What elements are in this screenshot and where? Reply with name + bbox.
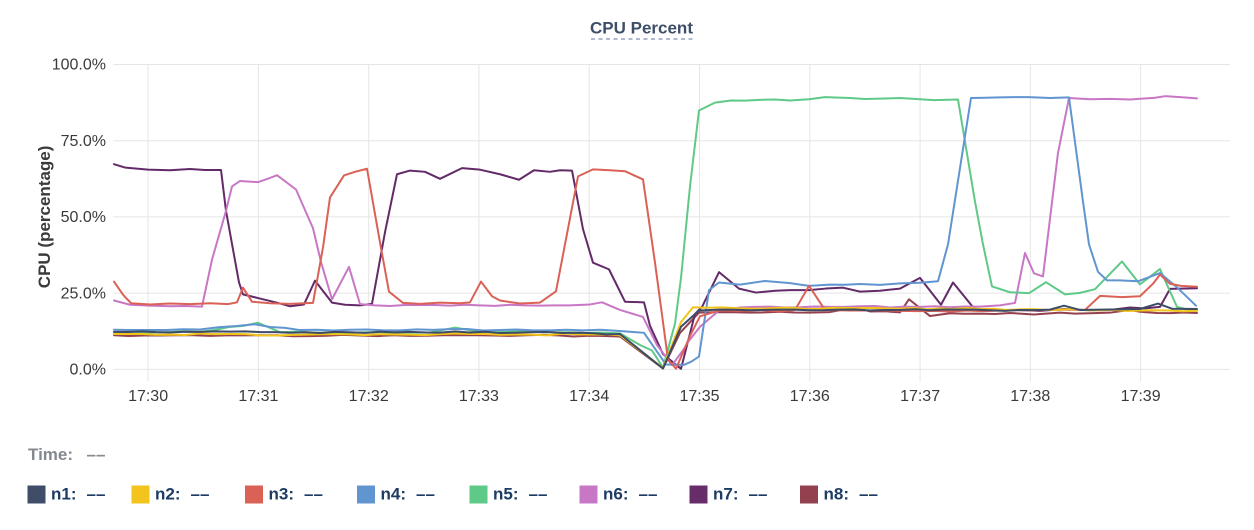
svg-text:25.0%: 25.0% — [61, 285, 106, 302]
svg-text:75.0%: 75.0% — [61, 133, 106, 150]
svg-text:––: –– — [749, 485, 768, 504]
svg-text:n1:: n1: — [51, 485, 77, 504]
svg-text:0.0%: 0.0% — [70, 362, 106, 379]
svg-text:––: –– — [87, 445, 106, 464]
svg-text:n2:: n2: — [155, 485, 181, 504]
svg-text:––: –– — [304, 485, 323, 504]
svg-text:50.0%: 50.0% — [61, 209, 106, 226]
svg-text:17:32: 17:32 — [349, 388, 389, 405]
svg-text:––: –– — [87, 485, 106, 504]
svg-text:17:37: 17:37 — [900, 388, 940, 405]
svg-text:––: –– — [529, 485, 548, 504]
svg-text:100.0%: 100.0% — [52, 57, 106, 74]
svg-text:17:39: 17:39 — [1121, 388, 1161, 405]
svg-text:17:38: 17:38 — [1010, 388, 1050, 405]
svg-text:n3:: n3: — [269, 485, 295, 504]
svg-text:17:35: 17:35 — [679, 388, 719, 405]
svg-text:CPU (percentage): CPU (percentage) — [35, 146, 54, 289]
svg-text:n8:: n8: — [824, 485, 850, 504]
svg-text:17:34: 17:34 — [569, 388, 609, 405]
svg-text:17:36: 17:36 — [790, 388, 830, 405]
svg-text:17:31: 17:31 — [238, 388, 278, 405]
svg-text:n4:: n4: — [381, 485, 407, 504]
svg-text:Time:: Time: — [28, 445, 73, 464]
svg-text:––: –– — [416, 485, 435, 504]
svg-text:n7:: n7: — [713, 485, 739, 504]
svg-text:n5:: n5: — [493, 485, 519, 504]
svg-text:17:33: 17:33 — [459, 388, 499, 405]
svg-text:n6:: n6: — [603, 485, 629, 504]
svg-text:––: –– — [191, 485, 210, 504]
svg-text:––: –– — [639, 485, 658, 504]
svg-text:17:30: 17:30 — [128, 388, 168, 405]
svg-text:––: –– — [859, 485, 878, 504]
svg-text:CPU Percent: CPU Percent — [590, 19, 693, 38]
